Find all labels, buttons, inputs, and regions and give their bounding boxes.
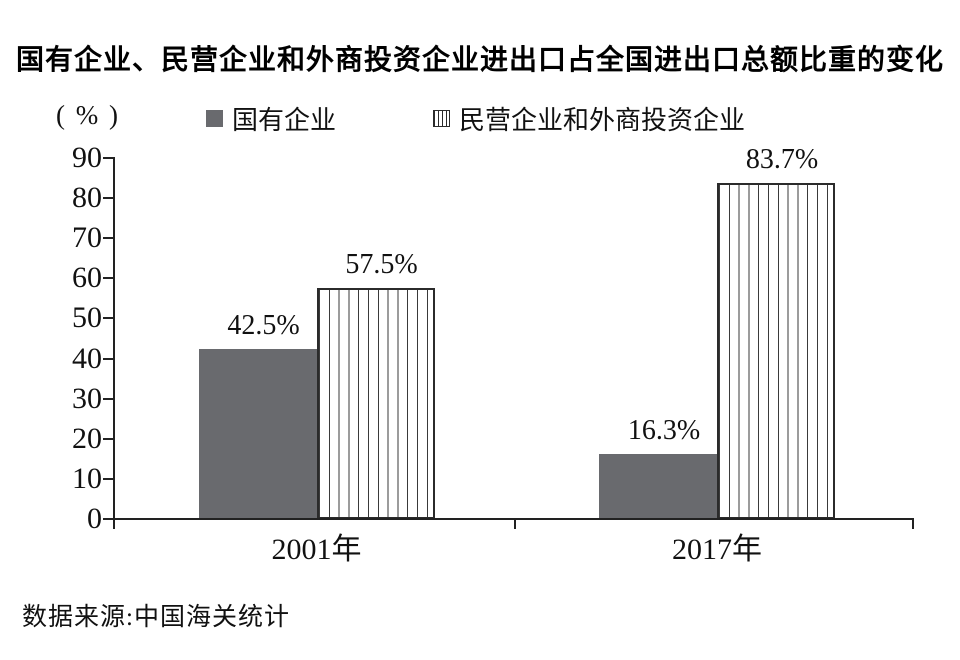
chart-title: 国有企业、民营企业和外商投资企业进出口占全国进出口总额比重的变化 [15,44,944,75]
x-tick-mark [514,519,516,529]
value-label: 42.5% [227,309,300,341]
y-tick-label: 40 [72,341,102,375]
data-source-note: 数据来源:中国海关统计 [22,604,290,631]
x-axis-line [113,518,914,520]
y-tick-label: 30 [72,381,102,415]
bar-2017年-striped [717,183,835,519]
value-label: 83.7% [745,144,819,176]
y-tick-label: 60 [72,261,102,295]
y-tick-mark [103,437,114,440]
y-tick-mark [103,397,114,400]
striped-swatch-icon [433,109,450,127]
y-tick-label: 20 [72,421,102,455]
y-tick-mark [103,237,114,240]
y-axis-line [113,157,115,529]
y-tick-label: 80 [72,181,102,215]
y-tick-mark [103,357,114,360]
bar-2001年-striped [316,288,435,519]
legend-label: 民营企业和外商投资企业 [459,105,746,135]
x-tick-mark [912,519,914,529]
solid-gray-swatch-icon [206,109,223,127]
y-tick-mark [103,518,114,520]
category-label: 2017年 [672,533,762,566]
y-tick-mark [103,277,114,280]
y-tick-mark [103,197,114,200]
bar-2017年-solid [599,453,717,519]
legend-item-private-foreign: 民营企业和外商投资企业 [433,103,745,135]
y-tick-mark [103,157,114,159]
value-label: 57.5% [345,249,418,281]
legend-label: 国有企业 [232,105,337,135]
y-tick-label: 90 [72,141,102,174]
legend-item-state-owned: 国有企业 [206,103,336,135]
y-tick-label: 0 [87,502,102,535]
category-label: 2001年 [271,533,362,566]
y-tick-mark [103,317,114,320]
y-axis-unit-label: ( % ) [56,100,120,130]
y-tick-label: 70 [72,221,102,255]
y-tick-mark [103,477,114,480]
y-tick-label: 50 [72,301,102,335]
y-tick-label: 10 [72,461,102,495]
value-label: 16.3% [627,414,701,446]
bar-2001年-solid [198,348,317,519]
